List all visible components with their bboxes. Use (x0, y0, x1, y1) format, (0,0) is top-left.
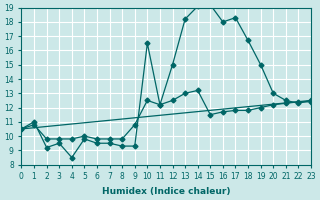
X-axis label: Humidex (Indice chaleur): Humidex (Indice chaleur) (102, 187, 230, 196)
